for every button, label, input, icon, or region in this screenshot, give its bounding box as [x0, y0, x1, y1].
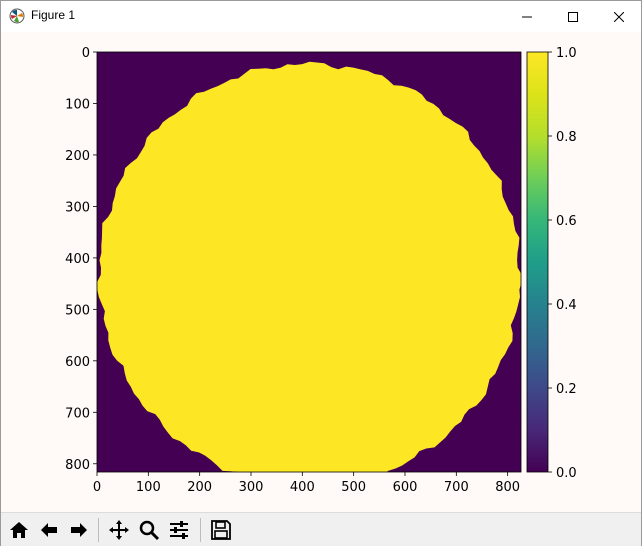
home-button[interactable] — [5, 516, 33, 544]
y-tick-label: 0 — [82, 46, 90, 61]
forward-arrow-button[interactable] — [65, 516, 93, 544]
save-button[interactable] — [207, 516, 235, 544]
x-tick-label: 0 — [93, 480, 101, 495]
heatmap-image — [97, 52, 522, 487]
x-tick-label: 800 — [495, 480, 520, 495]
x-tick-label: 100 — [136, 480, 161, 495]
forward-arrow-icon — [68, 519, 90, 541]
x-tick-label: 400 — [290, 480, 315, 495]
maximize-icon — [568, 12, 578, 22]
zoom-button[interactable] — [135, 516, 163, 544]
zoom-icon — [138, 519, 160, 541]
minimize-icon — [522, 12, 532, 22]
colorbar-tick-label: 0.8 — [556, 130, 577, 145]
maximize-button[interactable] — [550, 1, 596, 32]
x-tick-label: 600 — [393, 480, 418, 495]
matplotlib-logo-icon — [9, 8, 25, 24]
title-bar[interactable]: Figure 1 — [1, 1, 641, 32]
x-tick-label: 200 — [187, 480, 212, 495]
colorbar: 0.0 0.2 0.4 0.6 0.8 1.0 — [527, 46, 577, 481]
y-tick-label: 600 — [65, 355, 90, 370]
x-tick-label: 300 — [239, 480, 264, 495]
plot-area: 0 100 200 300 400 500 600 700 800010020030040050… — [1, 32, 641, 512]
x-tick-label: 500 — [341, 480, 366, 495]
y-tick-label: 100 — [65, 97, 90, 112]
minimize-button[interactable] — [504, 1, 550, 32]
y-tick-label: 400 — [65, 252, 90, 267]
y-tick-label: 500 — [65, 303, 90, 318]
colorbar-tick-label: 0.4 — [556, 298, 577, 313]
back-arrow-icon — [38, 519, 60, 541]
figure-canvas[interactable]: 0 100 200 300 400 500 600 700 800 0 100 200 300 400 50… — [1, 32, 641, 512]
pan-icon — [108, 519, 130, 541]
back-arrow-button[interactable] — [35, 516, 63, 544]
colorbar-tick-label: 0.2 — [556, 382, 577, 397]
home-icon — [8, 519, 30, 541]
toolbar-separator — [98, 518, 99, 542]
window-title: Figure 1 — [31, 8, 75, 22]
y-tick-label: 700 — [65, 406, 90, 421]
y-tick-label: 300 — [65, 200, 90, 215]
toolbar-separator — [200, 518, 201, 542]
close-button[interactable] — [596, 1, 642, 32]
configure-subplots-button[interactable] — [165, 516, 193, 544]
y-tick-label: 200 — [65, 149, 90, 164]
y-tick-label: 800 — [65, 458, 90, 473]
configure-subplots-icon — [168, 519, 190, 541]
colorbar-tick-label: 0.0 — [556, 466, 577, 481]
x-tick-label: 700 — [444, 480, 469, 495]
navigation-toolbar — [1, 512, 641, 546]
colorbar-tick-label: 1.0 — [556, 46, 577, 61]
colorbar-gradient — [527, 52, 548, 472]
close-icon — [614, 12, 624, 22]
pan-button[interactable] — [105, 516, 133, 544]
colorbar-tick-label: 0.6 — [556, 214, 577, 229]
save-icon — [210, 519, 232, 541]
